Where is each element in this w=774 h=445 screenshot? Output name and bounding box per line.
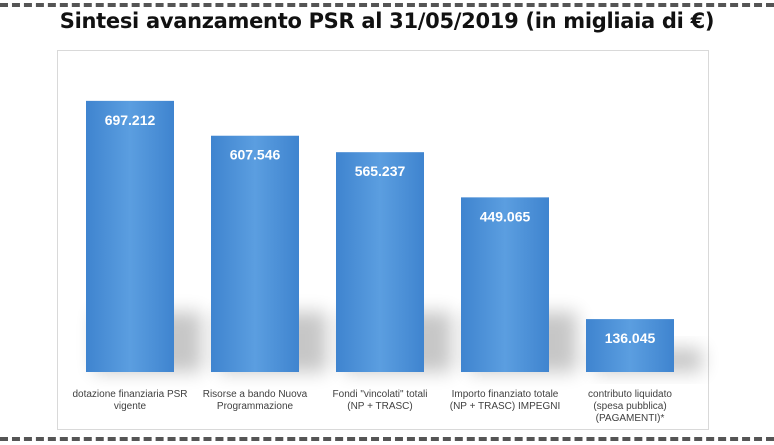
top-dashed-border (0, 3, 774, 7)
chart-title: Sintesi avanzamento PSR al 31/05/2019 (i… (59, 9, 715, 33)
category-label-3: Importo finanziato totale (NP + TRASC) IM… (450, 389, 560, 412)
bar-2 (336, 152, 424, 372)
bar-0 (86, 100, 174, 372)
data-label-0: 697.212 (105, 112, 156, 128)
category-label-2: Fondi "vincolati" totali (NP + TRASC) (333, 389, 428, 412)
category-label-0: dotazione finanziaria PSR vigente (72, 389, 187, 412)
data-label-1: 607.546 (230, 147, 281, 163)
category-label-1: Risorse a bando Nuova Programmazione (203, 389, 308, 412)
data-label-2: 565.237 (355, 163, 406, 179)
bar-3 (461, 197, 549, 372)
category-label-4: contributo liquidato (spesa pubblica) (PAG… (588, 389, 672, 424)
bar-4 (586, 319, 674, 372)
data-label-3: 449.065 (480, 208, 531, 224)
bar-1 (211, 135, 299, 372)
data-label-4: 136.045 (605, 330, 656, 346)
bottom-dashed-border (0, 437, 774, 441)
